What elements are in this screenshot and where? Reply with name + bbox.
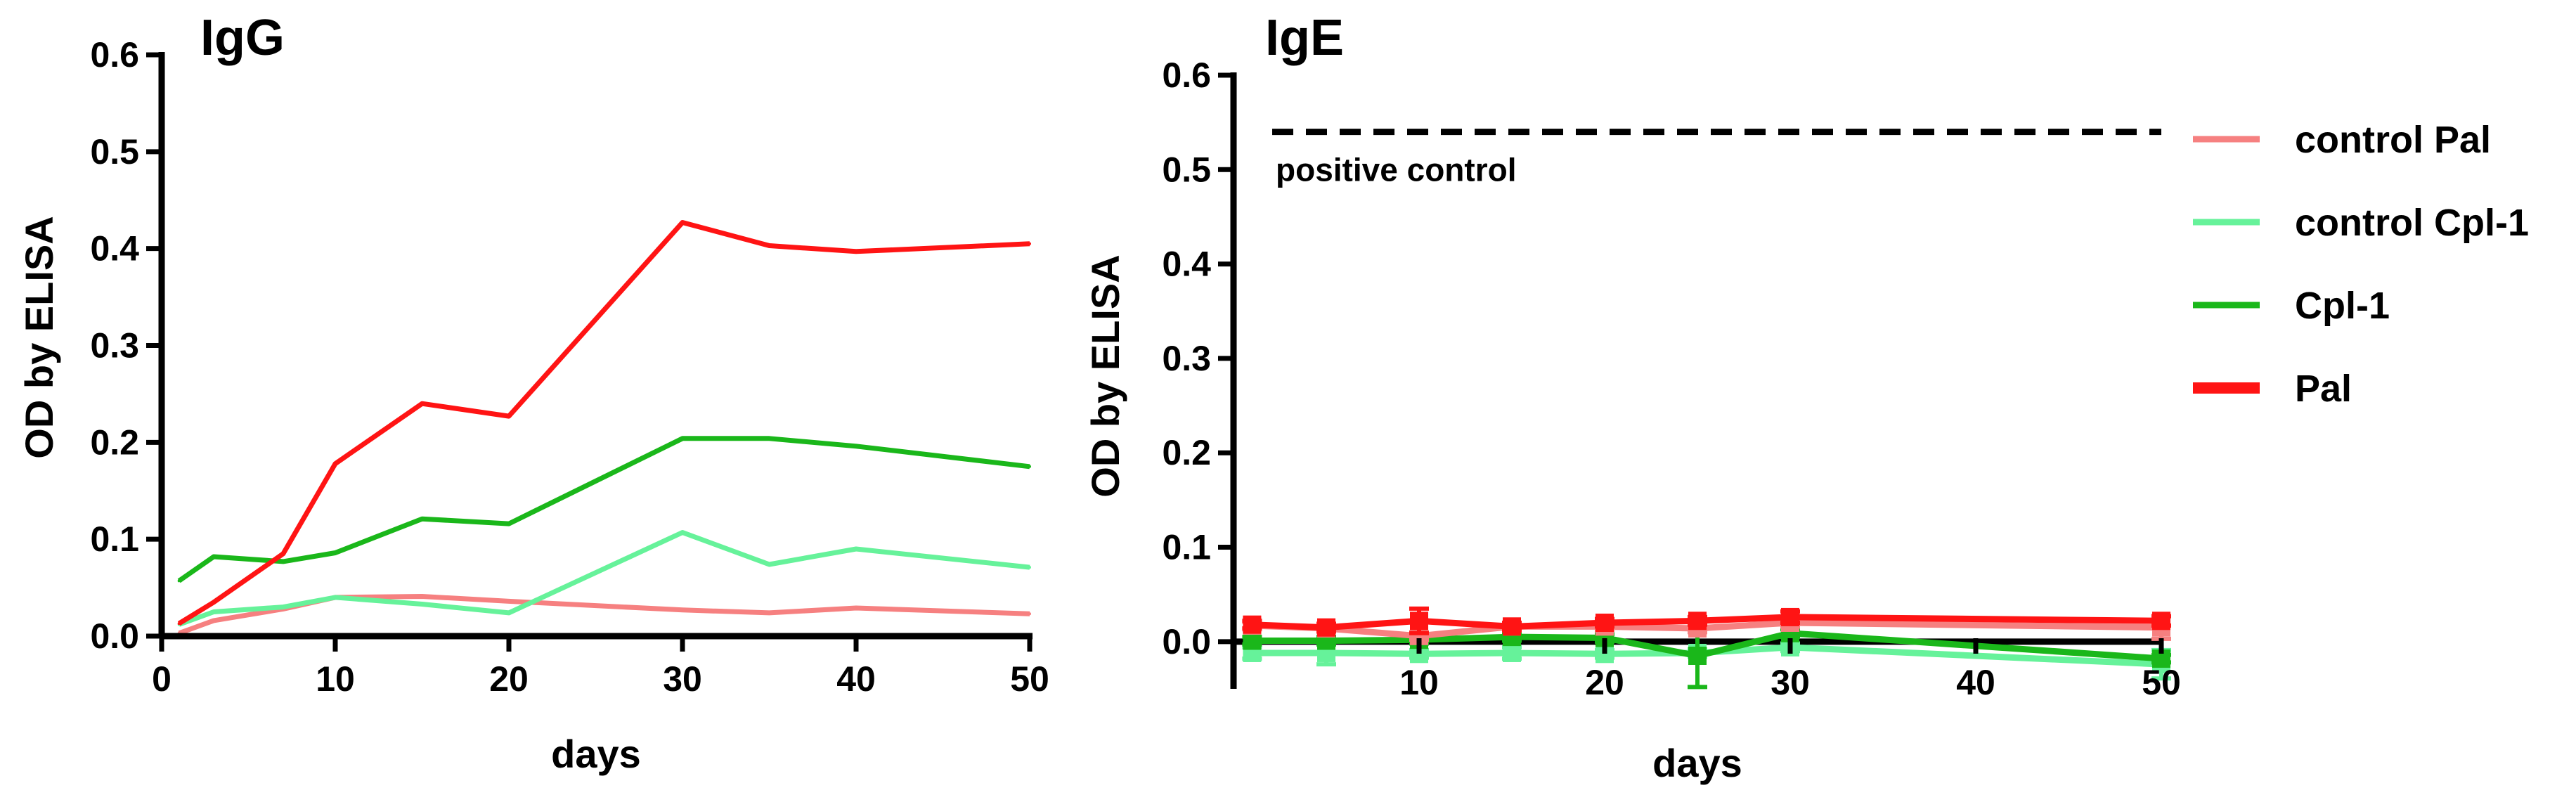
igg-point-control-pal [768,611,771,614]
ige-chart: IgE OD by ELISA days positive control 0.… [1083,10,2529,785]
igg-chart: IgG OD by ELISA days 0.0 0.1 0.2 0.3 0.4 0.5 0… [17,10,1049,776]
igg-point-cpl-1 [281,560,285,563]
igg-point-control-cpl-1 [681,531,684,534]
igg-x-tick-label: 50 [1010,659,1049,699]
igg-point-cpl-1 [177,579,181,583]
igg-point-control-cpl-1 [855,547,857,550]
ige-x-axis-label: days [1652,741,1742,785]
legend-label-pal: Pal [2295,368,2352,410]
igg-point-cpl-1 [768,436,771,440]
igg-point-pal [420,402,424,406]
igg-point-pal [177,622,181,626]
igg-point-cpl-1 [1028,465,1031,468]
ige-point-pal [2152,612,2170,630]
igg-point-pal [855,250,857,253]
igg-point-pal [212,600,216,604]
ige-point-pal [1688,612,1707,630]
legend-label-cpl-1: Cpl-1 [2295,285,2390,327]
ige-y-tick-label: 0.1 [1162,528,1211,567]
igg-y-axis-label: OD by ELISA [17,216,61,458]
ige-point-pal [1243,615,1262,634]
igg-point-control-cpl-1 [281,605,285,609]
igg-point-control-pal [212,619,216,622]
igg-y-tick-label: 0.0 [90,616,139,656]
igg-point-control-cpl-1 [1028,566,1031,569]
igg-x-tick-label: 40 [836,659,876,699]
igg-series-control-pal [178,594,1030,636]
igg-point-control-cpl-1 [212,610,216,614]
ige-point-pal [1503,617,1521,636]
ige-x-tick-label: 40 [1956,663,1995,702]
legend-item-control-pal: control Pal [2193,119,2491,161]
igg-point-cpl-1 [420,517,424,521]
ige-x-tick-label: 30 [1771,663,1810,702]
igg-x-axis-label: days [551,732,641,776]
igg-point-cpl-1 [855,444,857,448]
ige-line-control-cpl-1 [1252,644,2162,668]
igg-point-pal [1028,242,1031,245]
ige-title: IgE [1265,10,1344,66]
igg-y-tick-label: 0.6 [90,35,139,75]
igg-point-control-pal [855,607,857,610]
ige-line-cpl-1 [1252,630,2162,662]
igg-point-pal [334,462,337,465]
igg-x-tick-label: 20 [489,659,529,699]
igg-point-control-cpl-1 [420,602,424,606]
ige-x-tick-label: 20 [1585,663,1624,702]
ige-y-tick-label: 0.2 [1162,433,1211,472]
igg-point-pal [768,244,771,247]
igg-point-control-pal [420,595,424,598]
igg-point-control-cpl-1 [507,611,510,614]
ige-y-axis-label: OD by ELISA [1083,254,1127,497]
ige-point-pal [1410,612,1428,630]
igg-y-tick-label: 0.2 [90,422,139,462]
igg-point-control-pal [1028,612,1031,616]
igg-point-control-cpl-1 [768,563,771,567]
legend-item-control-cpl-1: control Cpl-1 [2193,202,2529,244]
legend-label-control-cpl-1: control Cpl-1 [2295,202,2529,244]
igg-series-cpl-1 [177,436,1030,583]
igg-series-pal [177,220,1030,626]
ige-point-control-cpl-1 [1503,643,1521,662]
ige-y-tick-label: 0.4 [1162,245,1211,284]
igg-point-pal [507,415,510,418]
igg-series-control-cpl-1 [178,530,1030,627]
ige-point-pal [1317,618,1335,637]
igg-point-cpl-1 [681,436,684,440]
igg-y-tick-label: 0.1 [90,519,139,559]
igg-point-cpl-1 [507,522,510,526]
igg-x-tick-label: 10 [316,659,355,699]
igg-y-tick-label: 0.3 [90,326,139,366]
igg-point-control-cpl-1 [334,595,337,599]
igg-point-cpl-1 [212,555,216,558]
legend-label-control-pal: control Pal [2295,119,2491,161]
ige-y-tick-label: 0.3 [1162,339,1211,378]
ige-series-pal [1242,606,2171,637]
igg-point-pal [681,221,684,224]
ige-y-tick-label: 0.5 [1162,150,1211,189]
legend-item-pal: Pal [2193,368,2352,410]
ige-x-tick-label: 10 [1399,663,1439,702]
igg-point-control-pal [681,608,684,612]
ige-point-pal [1596,613,1614,632]
igg-point-control-pal [507,600,510,603]
positive-control-label: positive control [1276,152,1516,188]
igg-point-cpl-1 [334,551,337,555]
ige-line-pal [1252,614,2162,631]
ige-x-tick-label: 50 [2142,663,2181,702]
igg-x-tick-label: 30 [663,659,702,699]
ige-legend: control Pal control Cpl-1 Cpl-1 Pal [2193,119,2529,410]
igg-y-tick-label: 0.4 [90,229,139,269]
ige-y-tick-label: 0.6 [1162,56,1211,95]
ige-y-tick-label: 0.0 [1162,622,1211,661]
ige-point-cpl-1 [1688,646,1707,665]
ige-point-pal [1781,607,1799,626]
igg-point-pal [281,552,285,555]
igg-y-tick-label: 0.5 [90,132,139,172]
igg-title: IgG [200,10,285,66]
igg-x-tick-label: 0 [152,659,171,699]
legend-item-cpl-1: Cpl-1 [2193,285,2390,327]
